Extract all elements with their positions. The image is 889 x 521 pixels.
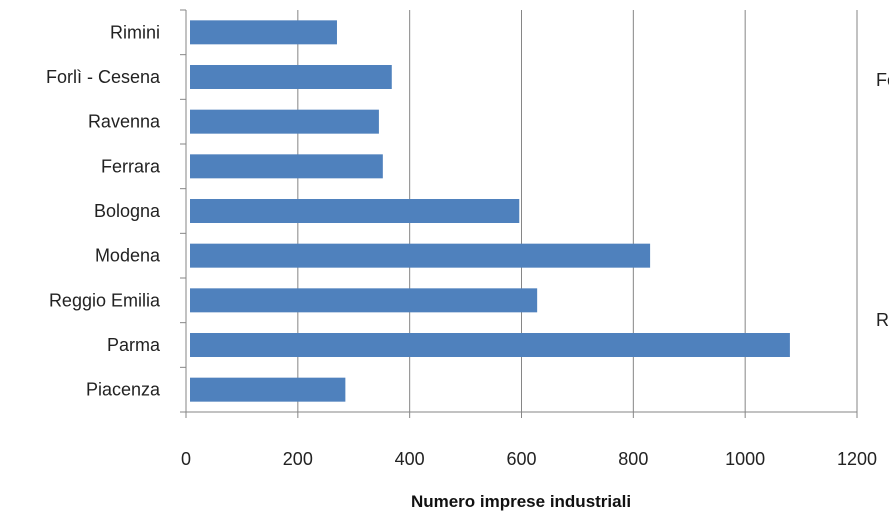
x-tick-label: 1000 xyxy=(725,449,765,469)
bar xyxy=(190,377,346,402)
category-labels: Rimini Forlì - Cesena Ravenna Ferrara Bologn… xyxy=(46,22,161,399)
category-label: Bologna xyxy=(94,201,161,221)
bar xyxy=(190,65,392,89)
category-label: Forlì - Cesena xyxy=(46,67,161,87)
x-tick-label: 200 xyxy=(283,449,313,469)
x-tick-labels: 0 200 400 600 800 1000 1200 xyxy=(181,449,877,469)
x-tick-label: 0 xyxy=(181,449,191,469)
bar xyxy=(190,20,337,45)
category-label: Ravenna xyxy=(88,112,161,132)
bar xyxy=(190,243,651,268)
category-label: Reggio Emilia xyxy=(49,290,161,310)
category-label: Ferrara xyxy=(101,156,161,176)
category-label: Piacenza xyxy=(86,380,161,400)
bar xyxy=(190,333,790,357)
category-label: Rimini xyxy=(110,22,160,42)
bar xyxy=(190,288,538,313)
category-label: Parma xyxy=(107,335,161,355)
clipped-legend-text-1: Fo xyxy=(876,70,889,90)
x-tick-label: 800 xyxy=(618,449,648,469)
x-tick-label: 600 xyxy=(506,449,536,469)
x-tick-label: 400 xyxy=(395,449,425,469)
axes xyxy=(180,9,858,418)
x-axis-title: Numero imprese industriali xyxy=(411,492,631,511)
bar xyxy=(190,109,379,134)
clipped-legend-text-2: R xyxy=(876,310,889,330)
x-tick-label: 1200 xyxy=(837,449,877,469)
bars xyxy=(190,20,790,402)
bar xyxy=(190,199,520,223)
bar xyxy=(190,154,383,179)
category-label: Modena xyxy=(95,246,161,266)
